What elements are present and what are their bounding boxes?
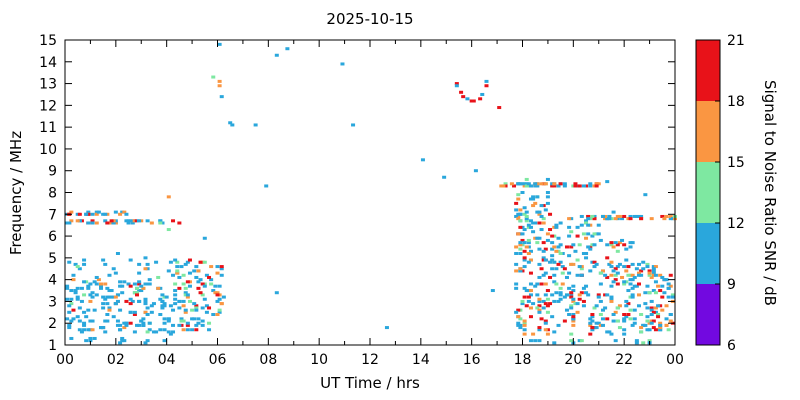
svg-text:8: 8 bbox=[48, 186, 57, 202]
svg-text:3: 3 bbox=[48, 294, 57, 310]
figure-title: 2025-10-15 bbox=[326, 10, 414, 28]
svg-text:12: 12 bbox=[727, 216, 745, 232]
svg-text:06: 06 bbox=[209, 352, 227, 368]
svg-text:9: 9 bbox=[727, 277, 736, 293]
svg-text:5: 5 bbox=[48, 251, 57, 267]
svg-text:6: 6 bbox=[727, 338, 736, 354]
svg-text:14: 14 bbox=[39, 55, 57, 71]
svg-text:18: 18 bbox=[514, 352, 532, 368]
svg-text:7: 7 bbox=[48, 207, 57, 223]
svg-text:00: 00 bbox=[666, 352, 684, 368]
svg-text:02: 02 bbox=[107, 352, 125, 368]
svg-text:16: 16 bbox=[463, 352, 481, 368]
svg-text:15: 15 bbox=[39, 33, 57, 49]
svg-text:04: 04 bbox=[158, 352, 176, 368]
svg-text:4: 4 bbox=[48, 273, 57, 289]
svg-text:12: 12 bbox=[39, 98, 57, 114]
svg-text:10: 10 bbox=[310, 352, 328, 368]
svg-text:21: 21 bbox=[727, 33, 745, 49]
x-axis-label: UT Time / hrs bbox=[320, 374, 420, 392]
svg-text:08: 08 bbox=[259, 352, 277, 368]
svg-text:22: 22 bbox=[615, 352, 633, 368]
svg-text:18: 18 bbox=[727, 94, 745, 110]
svg-text:11: 11 bbox=[39, 120, 57, 136]
svg-text:13: 13 bbox=[39, 77, 57, 93]
svg-text:6: 6 bbox=[48, 229, 57, 245]
svg-text:9: 9 bbox=[48, 164, 57, 180]
svg-text:14: 14 bbox=[412, 352, 430, 368]
svg-text:12: 12 bbox=[361, 352, 379, 368]
svg-text:10: 10 bbox=[39, 142, 57, 158]
colorbar-label: Signal to Noise Ratio SNR / dB bbox=[761, 80, 779, 306]
svg-text:2: 2 bbox=[48, 316, 57, 332]
svg-text:1: 1 bbox=[48, 338, 57, 354]
svg-text:15: 15 bbox=[727, 155, 745, 171]
svg-text:20: 20 bbox=[564, 352, 582, 368]
y-axis-label: Frequency / MHz bbox=[7, 130, 25, 256]
svg-text:00: 00 bbox=[56, 352, 74, 368]
